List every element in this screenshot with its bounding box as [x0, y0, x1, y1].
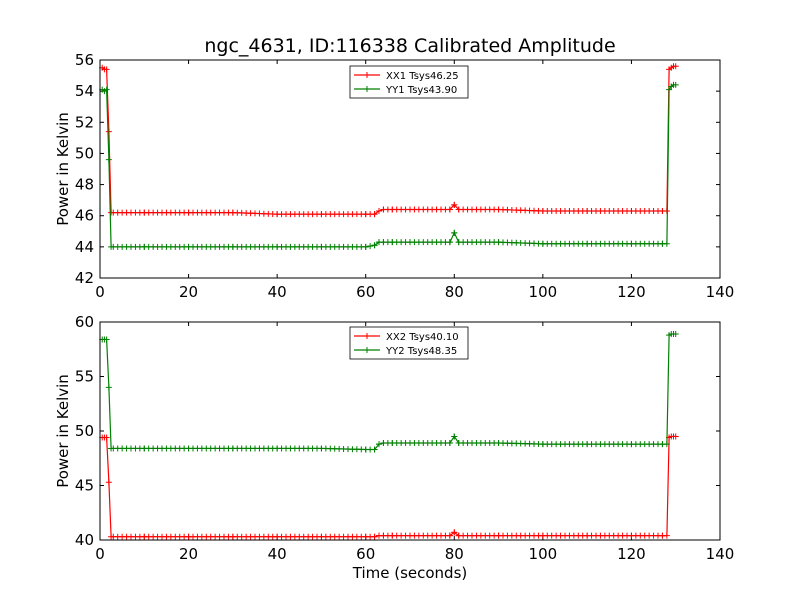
- legend-entry-label: XX1 Tsys46.25: [386, 71, 459, 82]
- data-point-marker: [451, 529, 458, 536]
- data-point-marker: [362, 243, 369, 250]
- x-tick-label: 0: [95, 283, 105, 301]
- data-point-marker: [371, 242, 378, 249]
- legend-marker: [364, 347, 370, 353]
- data-point-marker: [659, 208, 666, 215]
- y-tick-label: 44: [75, 238, 94, 256]
- x-tick-label: 120: [617, 283, 646, 301]
- data-point-marker: [659, 441, 666, 448]
- data-point-marker: [446, 532, 453, 539]
- data-point-marker: [659, 532, 666, 539]
- legend-entry-label: YY1 Tsys43.90: [385, 85, 457, 96]
- y-axis-label: Power in Kelvin: [54, 374, 72, 488]
- data-point-marker: [672, 433, 679, 440]
- data-point-marker: [105, 128, 112, 135]
- data-point-marker: [451, 433, 458, 440]
- data-point-marker: [672, 63, 679, 70]
- data-point-marker: [446, 239, 453, 246]
- x-tick-label: 80: [445, 283, 464, 301]
- x-tick-label: 40: [268, 545, 287, 563]
- data-point-marker: [371, 446, 378, 453]
- y-tick-label: 48: [75, 176, 94, 194]
- legend-marker: [364, 72, 370, 78]
- data-point-marker: [451, 229, 458, 236]
- series-markers-xx1: [99, 63, 679, 218]
- x-tick-label: 120: [617, 545, 646, 563]
- plot-frame: [99, 321, 721, 541]
- x-tick-label: 40: [268, 283, 287, 301]
- y-tick-label: 55: [75, 368, 94, 386]
- legend-entry-label: XX2 Tsys40.10: [386, 332, 459, 343]
- legend-box: [349, 65, 469, 99]
- data-point-marker: [103, 434, 110, 441]
- y-tick-label: 56: [75, 51, 94, 69]
- y-tick-label: 46: [75, 207, 94, 225]
- y-tick-label: 45: [75, 477, 94, 495]
- data-point-marker: [105, 479, 112, 486]
- data-point-marker: [451, 201, 458, 208]
- data-point-marker: [371, 211, 378, 218]
- data-point-marker: [376, 441, 382, 448]
- bottom-panel: 0 20 40 60 80 100 120 140 40 45 50 55 60 Power in Kel…: [54, 313, 734, 582]
- y-axis-label: Power in Kelvin: [54, 112, 72, 226]
- data-point-marker: [103, 66, 110, 73]
- x-tick-label: 140: [706, 545, 735, 563]
- legend: XX1 Tsys46.25 YY1 Tsys43.90: [349, 65, 469, 99]
- x-tick-label: 60: [356, 283, 375, 301]
- data-point-marker: [105, 156, 112, 163]
- y-tick-label: 50: [75, 422, 94, 440]
- x-tick-label: 140: [706, 283, 735, 301]
- y-tick-label: 50: [75, 144, 94, 162]
- data-point-marker: [103, 86, 110, 93]
- data-point-marker: [367, 243, 374, 250]
- x-axis-label: Time (seconds): [352, 564, 468, 582]
- y-tick-label: 52: [75, 113, 94, 131]
- legend-marker: [364, 333, 370, 339]
- data-point-marker: [105, 384, 112, 391]
- data-point-marker: [103, 336, 110, 343]
- series-markers-xx2: [99, 433, 679, 540]
- plot-frame: [99, 59, 721, 279]
- x-tick-label: 100: [529, 545, 558, 563]
- legend: XX2 Tsys40.10 YY2 Tsys48.35: [349, 326, 469, 360]
- x-tick-label: 60: [356, 545, 375, 563]
- data-point-marker: [371, 533, 378, 540]
- series-markers-yy2: [99, 330, 679, 453]
- y-tick-label: 42: [75, 269, 94, 287]
- y-tick-label: 60: [75, 313, 94, 331]
- data-point-marker: [446, 206, 453, 213]
- x-tick-label: 100: [529, 283, 558, 301]
- x-tick-label: 20: [179, 283, 198, 301]
- data-point-marker: [659, 240, 666, 247]
- y-tick-label: 54: [75, 82, 94, 100]
- data-point-marker: [666, 86, 673, 93]
- x-tick-label: 0: [95, 545, 105, 563]
- legend-box: [349, 326, 469, 360]
- legend-marker: [364, 86, 370, 92]
- data-point-marker: [672, 330, 679, 337]
- top-panel: 0 20 40 60 80 100 120 140 42 44 46 48 50 52 54 56 Power …: [54, 51, 734, 301]
- legend-entry-label: YY2 Tsys48.35: [385, 346, 457, 357]
- x-tick-label: 20: [179, 545, 198, 563]
- data-point-marker: [672, 81, 679, 88]
- y-tick-label: 40: [75, 531, 94, 549]
- x-tick-label: 80: [445, 545, 464, 563]
- data-point-marker: [376, 208, 382, 215]
- series-markers-yy1: [99, 81, 679, 250]
- data-point-marker: [446, 439, 453, 446]
- figure-title: ngc_4631, ID:116338 Calibrated Amplitude: [204, 35, 615, 57]
